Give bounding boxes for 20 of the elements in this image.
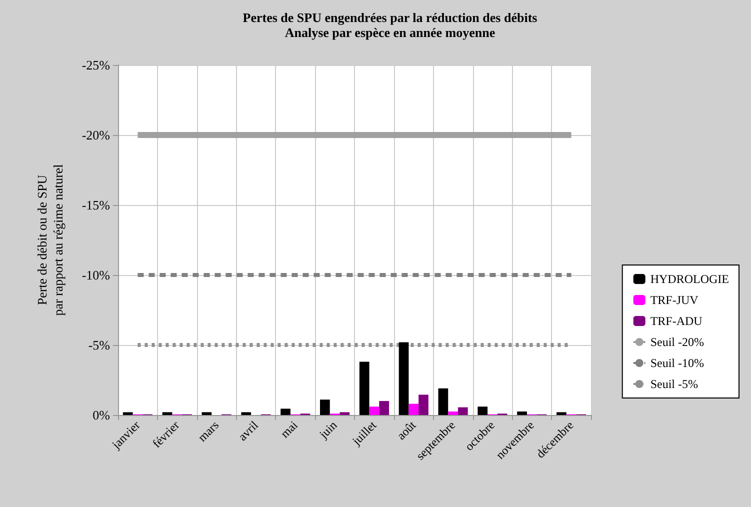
y-axis-title: Perte de débit ou de SPU par rapport au régime naturel	[34, 164, 66, 316]
x-tick-label: mai	[278, 418, 301, 441]
chart-subtitle: Analyse par espèce en année moyenne	[284, 25, 496, 40]
legend-label: Seuil -10%	[650, 356, 704, 370]
chart-title: Pertes de SPU engendrées par la réduction des débits	[242, 10, 538, 25]
legend-label: HYDROLOGIE	[650, 272, 729, 286]
y-tick-label: -25%	[82, 58, 110, 72]
y-tick-label: -15%	[82, 198, 110, 212]
x-tick-label: avril	[235, 418, 262, 444]
legend-label: Seuil -5%	[650, 377, 698, 391]
legend-label: Seuil -20%	[650, 335, 704, 349]
x-tick-label: août	[394, 418, 420, 443]
y-tick-label: -20%	[82, 128, 110, 142]
y-tick-label: -5%	[88, 338, 110, 352]
y-tick-label: -10%	[82, 268, 110, 282]
x-tick-label: mars	[195, 418, 222, 444]
legend-label: TRF-JUV	[650, 293, 699, 307]
x-tick-label: juin	[316, 418, 340, 442]
y-tick-label: 0%	[92, 408, 110, 422]
legend-label: TRF-ADU	[650, 314, 703, 328]
